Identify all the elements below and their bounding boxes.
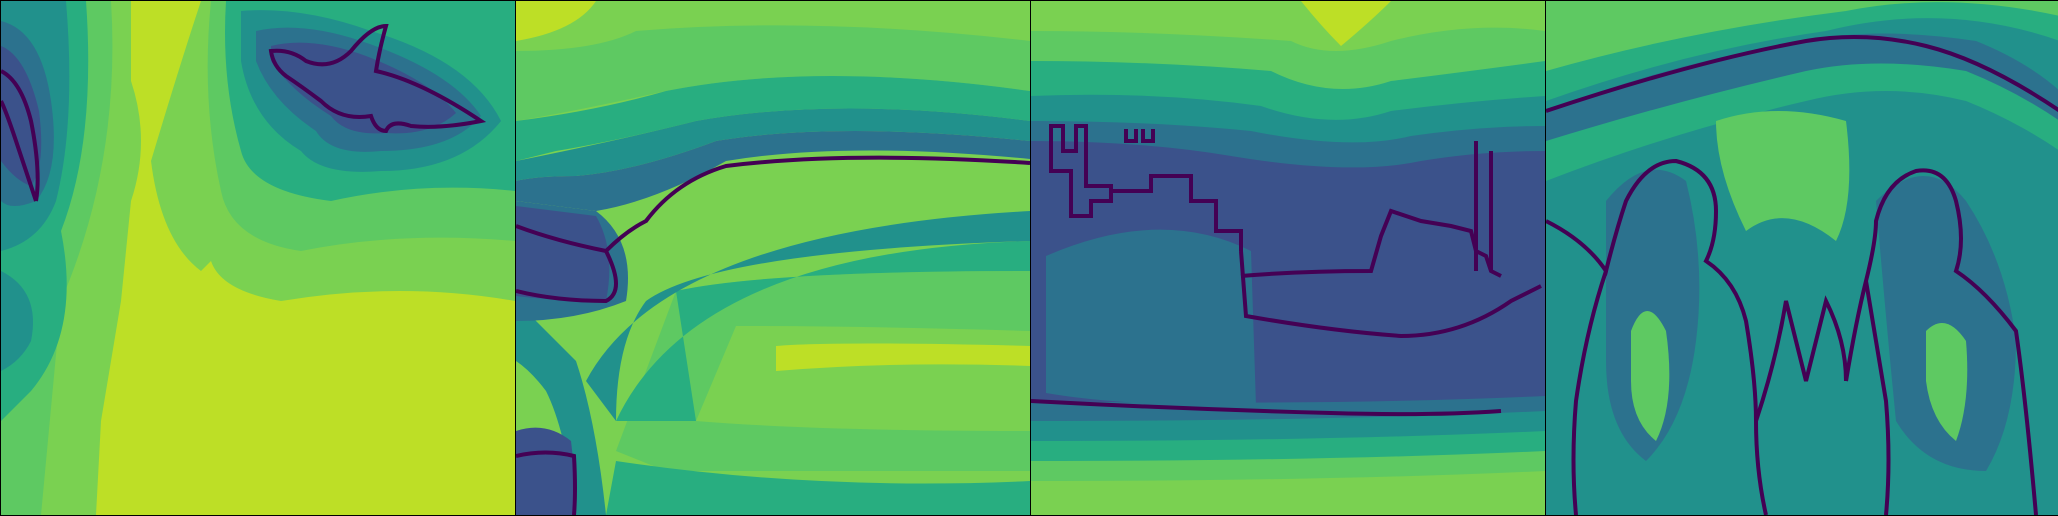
strip-level-7 [776, 343, 1030, 371]
horizon-distance-map [516, 1, 1030, 515]
panel-ship [1030, 0, 1546, 516]
horizon-corner-contour [516, 450, 577, 515]
building-roof-contour [1111, 174, 1243, 251]
upper-band-level-4 [516, 76, 1030, 161]
roofline-contour [1546, 35, 2058, 113]
person-right-inner-contour [1864, 280, 1891, 515]
building-left-contour [1049, 124, 1113, 218]
bird-edge-contour [268, 23, 487, 134]
sky-pocket-level-5 [1716, 111, 1850, 241]
person-left-side-contour [1571, 270, 1608, 515]
panel-horizon [515, 0, 1031, 516]
bottom-band-level-4 [606, 461, 1030, 515]
corner-level-7 [516, 1, 596, 41]
inner-level-2 [1046, 229, 1256, 406]
person-right-contour [1844, 168, 2038, 515]
person-left-level-5 [1631, 311, 1670, 441]
lower-band-level-4 [616, 241, 1030, 421]
upper-band-level-5 [516, 25, 1030, 121]
sky-band-level-4 [1546, 51, 2058, 181]
left-band-level-3 [516, 301, 606, 515]
band-small-level-3 [1, 271, 33, 371]
top-notch-level-7 [1301, 1, 1391, 46]
ship-distance-map [1031, 1, 1545, 515]
horizon-main-contour [604, 155, 1030, 253]
person-left-contour [1546, 158, 1768, 515]
upper-band-level-3 [516, 108, 1030, 181]
middle-band-level-3 [586, 211, 1030, 421]
building-top-contour [1124, 129, 1155, 143]
hands-contour [1754, 295, 1848, 422]
branch-edge-contour [1, 69, 40, 202]
panel-people [1545, 0, 2058, 516]
ship-hull-contour [1239, 250, 1542, 339]
band-level-2 [516, 131, 1030, 211]
left-wedge-level-1 [516, 206, 610, 301]
top-band-level-5 [1546, 1, 2058, 71]
ship-mast-contour [1474, 141, 1493, 271]
ship-superstructure-contour [1240, 208, 1502, 278]
people-distance-map [1546, 1, 2058, 515]
person-right-level-5 [1926, 323, 1968, 441]
horizon-left-contour [516, 224, 618, 304]
sky-band-level-2 [1546, 33, 2058, 141]
bird-distance-map [1, 1, 515, 515]
corner-bottom-level-1 [516, 427, 576, 515]
panel-bird [0, 0, 516, 516]
lower-band-level-5 [616, 271, 1030, 471]
waterline-contour [1031, 399, 1502, 417]
